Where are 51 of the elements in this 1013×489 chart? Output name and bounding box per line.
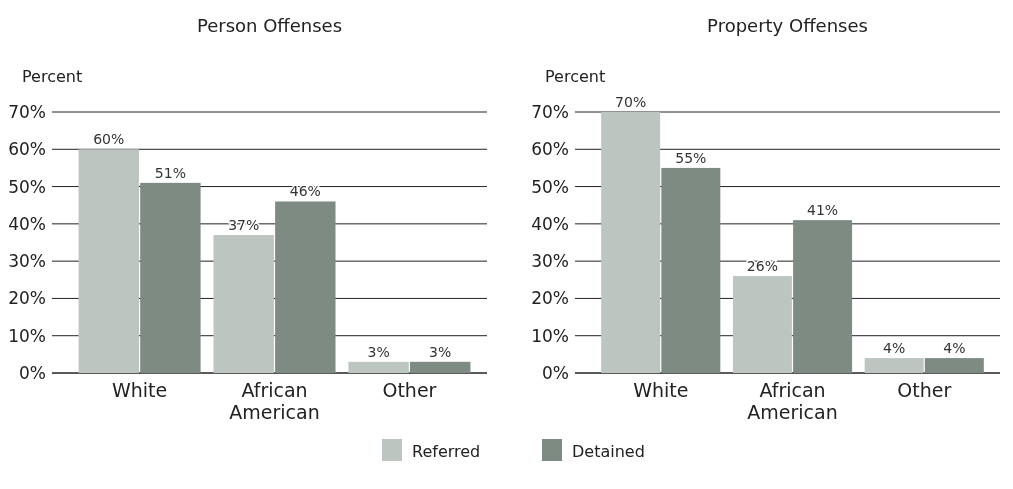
y-tick-label: 70% bbox=[8, 102, 46, 122]
x-tick-label: Other bbox=[897, 379, 952, 401]
data-label: 51% bbox=[154, 164, 186, 181]
y-tick-label: 40% bbox=[8, 213, 46, 234]
bar bbox=[924, 358, 984, 373]
bar bbox=[601, 112, 661, 373]
data-label: 4% bbox=[943, 340, 966, 357]
bar bbox=[78, 149, 139, 373]
chart-title: Person Offenses bbox=[196, 15, 343, 36]
y-tick-label: 0% bbox=[542, 363, 569, 383]
legend-label: Referred bbox=[412, 442, 481, 461]
legend-label: Detained bbox=[572, 442, 645, 461]
data-label: 55% bbox=[675, 149, 707, 166]
bar bbox=[732, 276, 792, 373]
bar bbox=[864, 358, 924, 373]
x-tick-label: White bbox=[111, 379, 168, 401]
y-tick-label: 10% bbox=[531, 325, 569, 346]
data-label: 3% bbox=[367, 343, 390, 360]
y-axis-title: Percent bbox=[22, 67, 83, 86]
bar bbox=[410, 361, 471, 373]
y-tick-label: 50% bbox=[531, 176, 569, 197]
bar bbox=[213, 235, 274, 373]
y-axis-title: Percent bbox=[545, 67, 606, 86]
y-tick-label: 0% bbox=[19, 363, 46, 383]
y-tick-label: 40% bbox=[531, 213, 569, 234]
x-tick-label: White bbox=[633, 379, 689, 401]
data-label: 60% bbox=[93, 131, 125, 148]
data-label: 3% bbox=[429, 343, 452, 360]
data-label: 4% bbox=[883, 340, 906, 357]
y-tick-label: 20% bbox=[8, 288, 46, 309]
bar bbox=[348, 361, 409, 373]
data-label: 70% bbox=[615, 94, 647, 110]
data-label: 46% bbox=[289, 183, 321, 200]
bar bbox=[275, 201, 336, 373]
y-tick-label: 60% bbox=[531, 139, 569, 160]
x-tick-label: Other bbox=[382, 379, 437, 401]
y-tick-label: 50% bbox=[8, 176, 46, 197]
y-tick-label: 30% bbox=[8, 251, 46, 272]
bar bbox=[140, 182, 201, 373]
chart-title: Property Offenses bbox=[707, 15, 868, 36]
bar bbox=[661, 167, 721, 373]
x-tick-label: African American bbox=[229, 379, 320, 423]
y-tick-label: 10% bbox=[8, 325, 46, 346]
y-tick-label: 30% bbox=[531, 251, 569, 272]
data-label: 26% bbox=[746, 258, 778, 275]
x-tick-label: African American bbox=[747, 379, 838, 423]
data-label: 41% bbox=[807, 202, 839, 219]
bar bbox=[793, 220, 853, 373]
y-tick-label: 60% bbox=[8, 139, 46, 160]
y-tick-label: 20% bbox=[531, 288, 569, 309]
y-tick-label: 70% bbox=[531, 102, 569, 122]
